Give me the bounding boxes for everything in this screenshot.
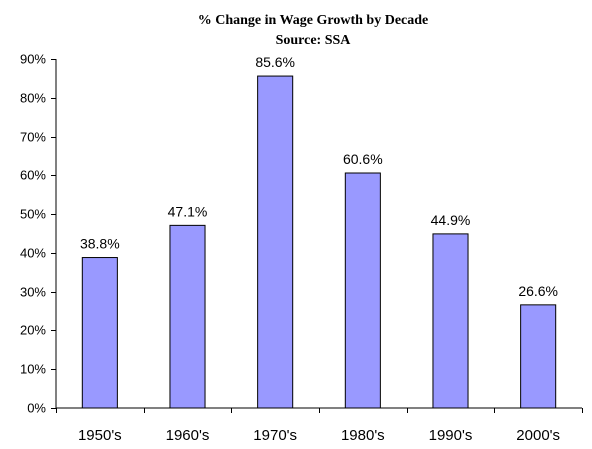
x-tick-label: 1990's — [429, 427, 473, 444]
bar — [81, 257, 118, 409]
y-tick-label: 0% — [27, 401, 46, 416]
bar — [432, 233, 469, 409]
data-label: 85.6% — [255, 54, 295, 70]
y-tick-label: 60% — [20, 168, 46, 183]
y-tick-label: 90% — [20, 52, 46, 67]
x-tick-label: 1960's — [166, 427, 210, 444]
x-tick-label: 1970's — [253, 427, 297, 444]
data-label: 26.6% — [518, 283, 558, 299]
x-tick-label: 1980's — [341, 427, 385, 444]
x-tick-label: 1950's — [78, 427, 122, 444]
data-label: 44.9% — [431, 212, 471, 228]
plot-area: 0% 10% 20% 30% 40% 50% 60% 70% 80% 90% 38.8% 1950's… — [20, 52, 583, 444]
x-tick-label: 2000's — [516, 427, 560, 444]
data-label: 47.1% — [168, 203, 208, 219]
data-label: 38.8% — [80, 236, 120, 252]
y-tick-label: 10% — [20, 362, 46, 377]
data-label: 60.6% — [343, 151, 383, 167]
y-tick-label: 20% — [20, 323, 46, 338]
y-tick-label: 80% — [20, 91, 46, 106]
bar — [520, 304, 557, 409]
bar — [344, 172, 381, 409]
chart-subtitle: Source: SSA — [276, 33, 352, 48]
y-tick-label: 50% — [20, 207, 46, 222]
y-tick-label: 40% — [20, 246, 46, 261]
y-tick-label: 70% — [20, 130, 46, 145]
chart-title: % Change in Wage Growth by Decade — [198, 13, 429, 28]
bar — [257, 75, 294, 409]
bar — [169, 224, 206, 409]
y-tick-label: 30% — [20, 285, 46, 300]
